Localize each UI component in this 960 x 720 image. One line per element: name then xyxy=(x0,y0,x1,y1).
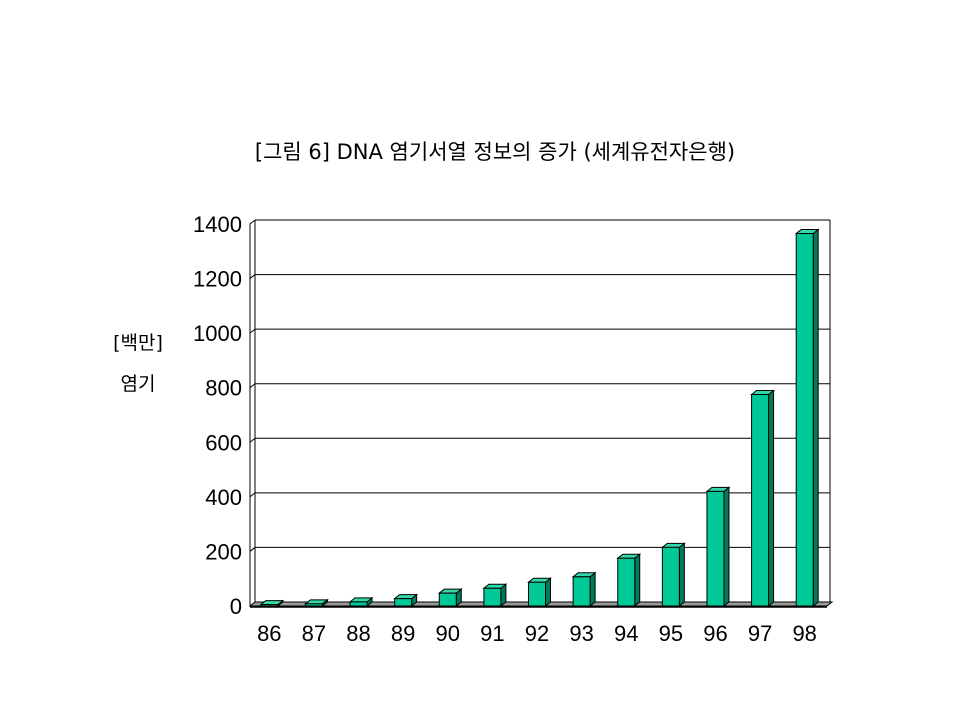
y-tick-label: 400 xyxy=(205,485,242,510)
x-tick-label: 97 xyxy=(748,621,772,646)
bar xyxy=(259,599,285,608)
y-tick-label: 1000 xyxy=(193,321,242,346)
bar xyxy=(616,553,642,608)
bar-side xyxy=(634,553,641,608)
y-axis-unit-label: [백만] xyxy=(113,332,163,354)
gridline-depth xyxy=(249,492,256,498)
bar-front xyxy=(751,394,770,607)
bar-front xyxy=(483,587,502,607)
bar-front xyxy=(438,592,457,607)
bar-side xyxy=(545,577,551,608)
bar xyxy=(437,588,463,608)
y-tick-label: 0 xyxy=(230,594,242,619)
gridlines xyxy=(249,219,830,552)
bar-side xyxy=(589,571,596,608)
x-tick-label: 86 xyxy=(257,621,281,646)
x-tick-label: 93 xyxy=(569,621,593,646)
gridline-depth xyxy=(249,219,256,225)
gridline-depth xyxy=(249,547,256,552)
bar-side xyxy=(678,542,685,608)
gridline-depth xyxy=(249,274,256,279)
bar-front xyxy=(795,233,814,607)
bar-front xyxy=(260,604,279,607)
bar xyxy=(571,571,597,608)
gridline-depth xyxy=(249,328,256,334)
bar xyxy=(750,389,776,608)
bars xyxy=(259,228,820,608)
bar xyxy=(348,596,374,608)
bar-front xyxy=(617,557,636,607)
bar xyxy=(482,583,508,608)
gridline-depth xyxy=(249,383,256,389)
y-axis-label: 염기 xyxy=(120,373,156,395)
bar-front xyxy=(349,601,368,607)
bar xyxy=(794,228,820,608)
bar xyxy=(660,542,686,608)
x-tick-label: 94 xyxy=(614,621,638,646)
bar-front xyxy=(661,546,680,607)
gridline-depth xyxy=(249,437,256,443)
bar-front xyxy=(304,603,323,607)
bar-side xyxy=(723,486,730,608)
y-tick-label: 600 xyxy=(205,430,242,455)
x-tick-label: 96 xyxy=(703,621,727,646)
x-tick-label: 95 xyxy=(659,621,683,646)
bar-side xyxy=(812,228,819,608)
bar xyxy=(705,486,731,608)
y-tick-label: 800 xyxy=(205,376,242,401)
y-tick-label: 200 xyxy=(205,539,242,564)
bar xyxy=(527,577,552,608)
bar-side xyxy=(768,389,775,608)
x-tick-label: 92 xyxy=(525,621,549,646)
x-tick-label: 87 xyxy=(302,621,326,646)
x-tick-label: 88 xyxy=(346,621,370,646)
chart-frame xyxy=(248,220,834,608)
x-tick-label: 91 xyxy=(480,621,504,646)
bar xyxy=(303,598,329,608)
bar-front xyxy=(394,598,413,607)
bar-front xyxy=(528,581,546,607)
x-tick-label: 90 xyxy=(436,621,460,646)
x-tick-labels: 86 87 88 89 90 91 92 93 94 95 96 97 98 xyxy=(257,621,817,646)
bar xyxy=(393,593,419,608)
y-tick-label: 1200 xyxy=(193,267,242,292)
x-tick-label: 98 xyxy=(792,621,816,646)
bar-front xyxy=(706,490,725,607)
x-tick-label: 89 xyxy=(391,621,415,646)
bar-front xyxy=(572,576,591,607)
chart-title: [그림 6] DNA 염기서열 정보의 증가 (세계유전자은행) xyxy=(254,140,736,164)
y-tick-label: 1400 xyxy=(193,212,242,237)
y-tick-labels: 0 200 400 600 800 1000 1200 1400 xyxy=(193,212,242,619)
